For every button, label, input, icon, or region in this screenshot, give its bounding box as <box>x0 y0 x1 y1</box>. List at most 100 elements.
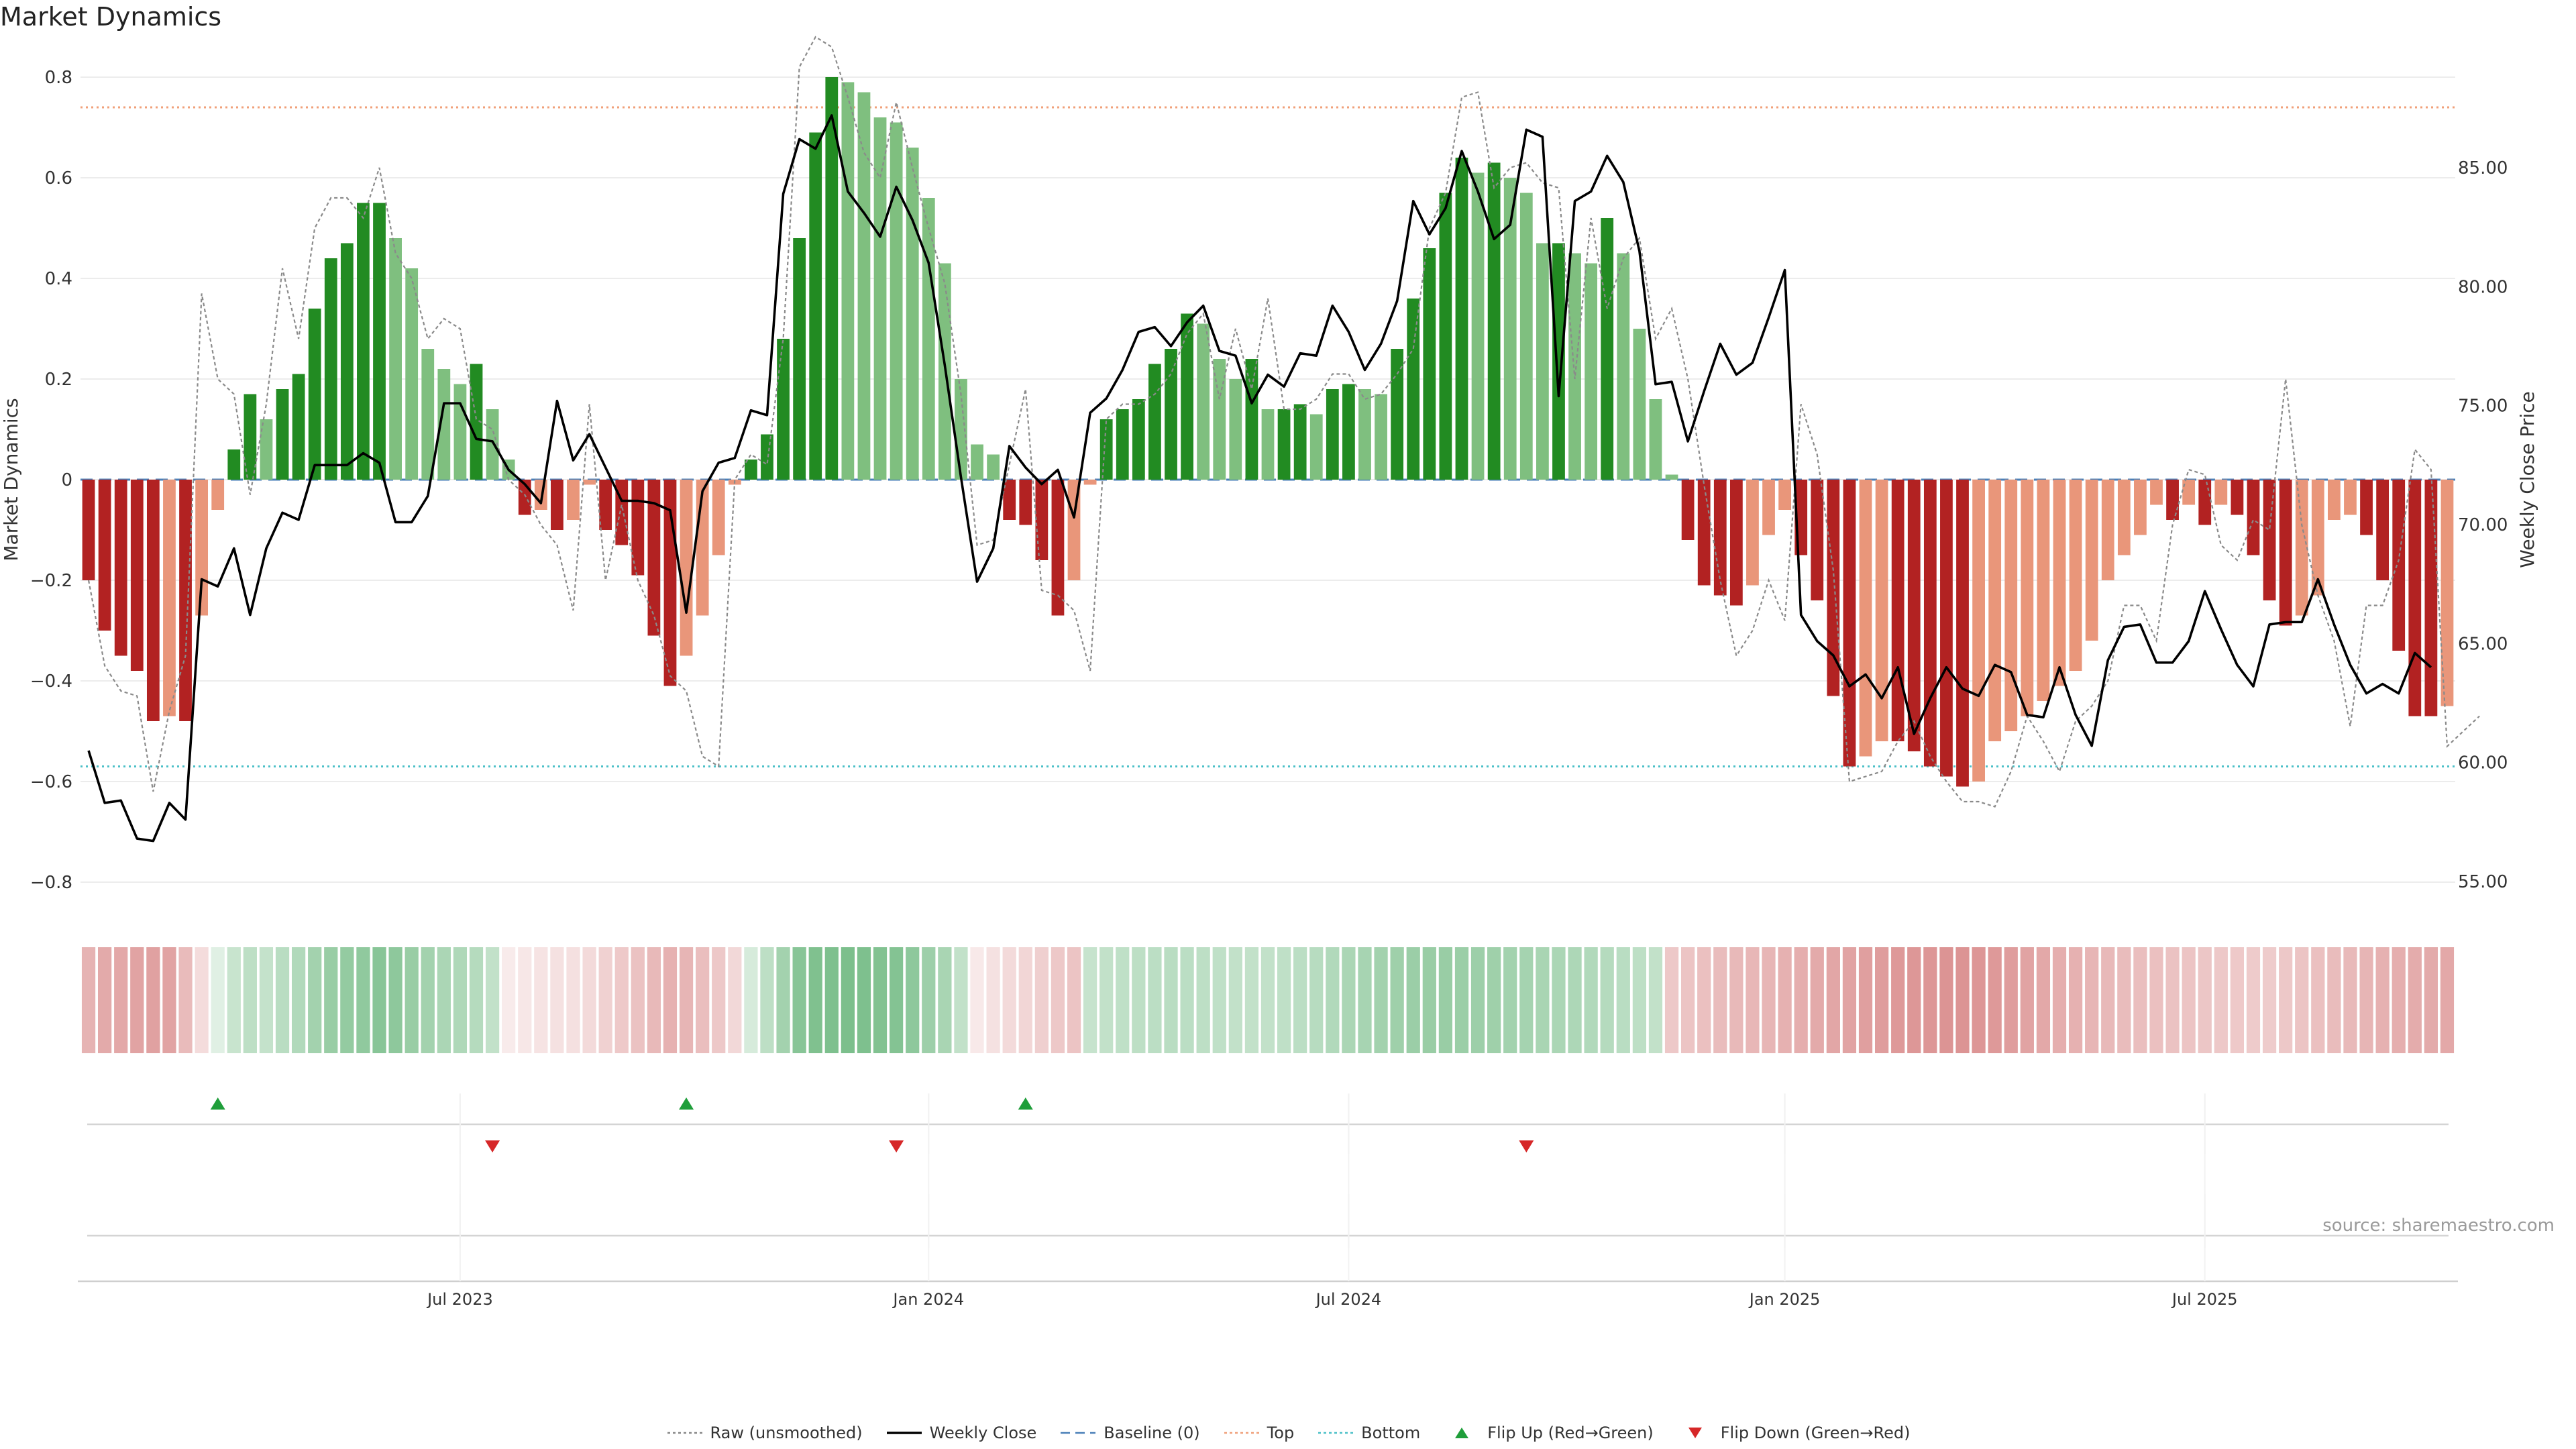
regime-color-cell <box>485 947 500 1053</box>
regime-color-cell <box>2295 947 2309 1053</box>
regime-color-cell <box>1018 947 1032 1053</box>
market-dynamics-bar <box>2424 480 2438 716</box>
regime-color-cell <box>1794 947 1808 1053</box>
market-dynamics-bar <box>1035 480 1049 560</box>
regime-color-cell <box>1858 947 1873 1053</box>
triangle-up-icon <box>1455 1428 1469 1438</box>
market-dynamics-bar <box>2214 480 2228 505</box>
market-dynamics-bar <box>1487 162 1501 480</box>
regime-color-cell <box>1358 947 1372 1053</box>
flip-down-marker <box>889 1140 904 1152</box>
regime-color-cell <box>1907 947 1921 1053</box>
market-dynamics-bar <box>1132 399 1145 480</box>
regime-color-cell <box>2424 947 2438 1053</box>
market-dynamics-bar <box>292 374 305 480</box>
flip-up-marker <box>210 1097 225 1110</box>
regime-color-cell <box>1487 947 1501 1053</box>
flip-up-marker <box>679 1097 694 1110</box>
market-dynamics-bar <box>1455 158 1468 480</box>
dotted-line-icon <box>1318 1432 1354 1434</box>
market-dynamics-bar <box>1907 480 1921 751</box>
market-dynamics-bar <box>2231 480 2244 515</box>
market-dynamics-bar <box>114 480 127 656</box>
dashed-line-icon <box>1061 1432 1096 1434</box>
y-axis-label: Market Dynamics <box>0 398 22 561</box>
regime-color-cell <box>970 947 984 1053</box>
regime-color-cell <box>744 947 758 1053</box>
regime-color-cell <box>2392 947 2406 1053</box>
market-dynamics-bar <box>809 132 822 480</box>
regime-color-cell <box>437 947 451 1053</box>
market-dynamics-bar <box>244 394 257 480</box>
market-dynamics-bar <box>2166 480 2179 520</box>
market-dynamics-bar <box>437 369 451 480</box>
regime-color-cell <box>275 947 290 1053</box>
market-dynamics-bar <box>2004 480 2018 731</box>
market-dynamics-bar <box>2085 480 2098 641</box>
x-tick-label: Jan 2024 <box>892 1290 964 1309</box>
market-dynamics-bar <box>1261 409 1275 480</box>
market-dynamics-bar <box>825 77 839 480</box>
market-dynamics-bar <box>1229 379 1242 480</box>
market-dynamics-bar <box>1083 480 1097 485</box>
y2-tick-label: 55.00 <box>2458 872 2508 892</box>
market-dynamics-bar <box>340 243 354 480</box>
market-dynamics-bar <box>130 480 144 671</box>
regime-color-cell <box>1164 947 1178 1053</box>
market-dynamics-bar <box>373 203 386 480</box>
regime-color-cell <box>81 947 96 1053</box>
market-dynamics-bar <box>2247 480 2260 555</box>
market-dynamics-bar <box>922 198 935 480</box>
regime-color-cell <box>1762 947 1776 1053</box>
regime-color-cell <box>211 947 225 1053</box>
regime-color-cell <box>1099 947 1114 1053</box>
market-dynamics-bar <box>2134 480 2147 535</box>
market-dynamics-bar <box>1293 404 1307 480</box>
market-dynamics-bar <box>1552 243 1565 480</box>
regime-color-cell <box>114 947 128 1053</box>
market-dynamics-bar <box>551 480 564 530</box>
y2-tick-label: 80.00 <box>2458 277 2508 297</box>
legend-item: Top <box>1223 1424 1294 1442</box>
regime-color-cell <box>405 947 419 1053</box>
regime-color-cell <box>1374 947 1388 1053</box>
market-dynamics-bar <box>1051 480 1065 616</box>
market-dynamics-bar <box>470 364 483 480</box>
regime-color-cell <box>1503 947 1517 1053</box>
regime-color-cell <box>1212 947 1226 1053</box>
market-dynamics-bar <box>1358 389 1371 480</box>
market-dynamics-bar <box>1503 178 1517 480</box>
market-dynamics-bar <box>308 309 321 480</box>
regime-color-cell <box>227 947 241 1053</box>
y-tick-label: 0.8 <box>45 68 72 88</box>
chart-title: Market Dynamics <box>0 2 221 32</box>
market-dynamics-bar <box>599 480 612 530</box>
regime-color-cell <box>906 947 920 1053</box>
market-dynamics-bar <box>1875 480 1888 741</box>
regime-color-cell <box>1568 947 1582 1053</box>
raw-unsmoothed-line <box>87 36 2480 808</box>
market-dynamics-bar <box>2311 480 2324 596</box>
regime-color-cell <box>1390 947 1404 1053</box>
market-dynamics-bar <box>873 117 887 480</box>
regime-color-cell <box>1923 947 1937 1053</box>
regime-color-cell <box>1034 947 1049 1053</box>
regime-color-cell <box>2182 947 2196 1053</box>
regime-color-cell <box>291 947 306 1053</box>
market-dynamics-bar <box>2037 480 2050 701</box>
regime-color-cell <box>469 947 484 1053</box>
triangle-down-glyph <box>1688 1428 1702 1438</box>
regime-color-cell <box>2068 947 2083 1053</box>
regime-color-cell <box>1972 947 1986 1053</box>
regime-color-cell <box>1729 947 1743 1053</box>
market-dynamics-bar <box>1439 193 1452 480</box>
regime-color-cell <box>614 947 629 1053</box>
regime-color-cell <box>841 947 855 1053</box>
market-dynamics-bar <box>777 339 790 480</box>
regime-color-cell <box>372 947 386 1053</box>
regime-color-cell <box>421 947 435 1053</box>
y-tick-label: −0.2 <box>30 571 72 591</box>
market-dynamics-bar <box>1116 409 1129 480</box>
regime-color-cell <box>728 947 742 1053</box>
market-dynamics-bar <box>146 480 160 721</box>
